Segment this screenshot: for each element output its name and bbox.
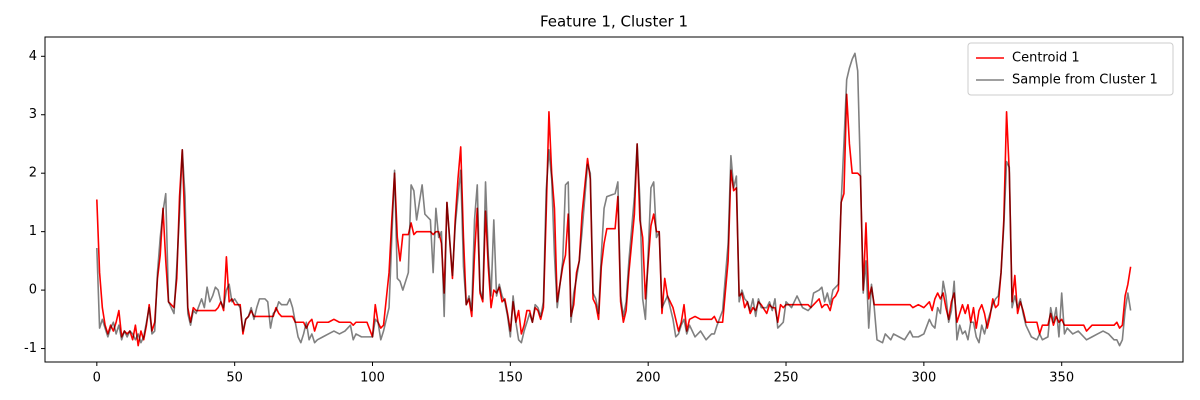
y-tick-label: 4 — [29, 49, 37, 64]
series-line — [96, 52, 1132, 347]
x-tick-label: 150 — [498, 371, 523, 386]
y-tick-label: 1 — [29, 224, 37, 239]
y-tick-label: 2 — [29, 166, 37, 181]
x-tick-label: 100 — [360, 371, 385, 386]
legend-box — [967, 42, 1174, 96]
plot-frame — [44, 36, 1184, 363]
x-tick-label: 250 — [774, 371, 799, 386]
x-tick-label: 350 — [1049, 371, 1074, 386]
y-tick-label: 3 — [29, 107, 37, 122]
x-tick-label: 200 — [636, 371, 661, 386]
x-tick-label: 50 — [226, 371, 243, 386]
x-tick-label: 0 — [93, 371, 101, 386]
legend: Centroid 1 Sample from Cluster 1 — [967, 42, 1174, 96]
chart-title: Feature 1, Cluster 1 — [540, 13, 688, 31]
legend-label: Sample from Cluster 1 — [1012, 73, 1158, 88]
y-tick-label: -1 — [24, 341, 37, 356]
y-tick-label: 0 — [29, 283, 37, 298]
legend-label: Centroid 1 — [1012, 51, 1080, 66]
x-tick-label: 300 — [911, 371, 936, 386]
